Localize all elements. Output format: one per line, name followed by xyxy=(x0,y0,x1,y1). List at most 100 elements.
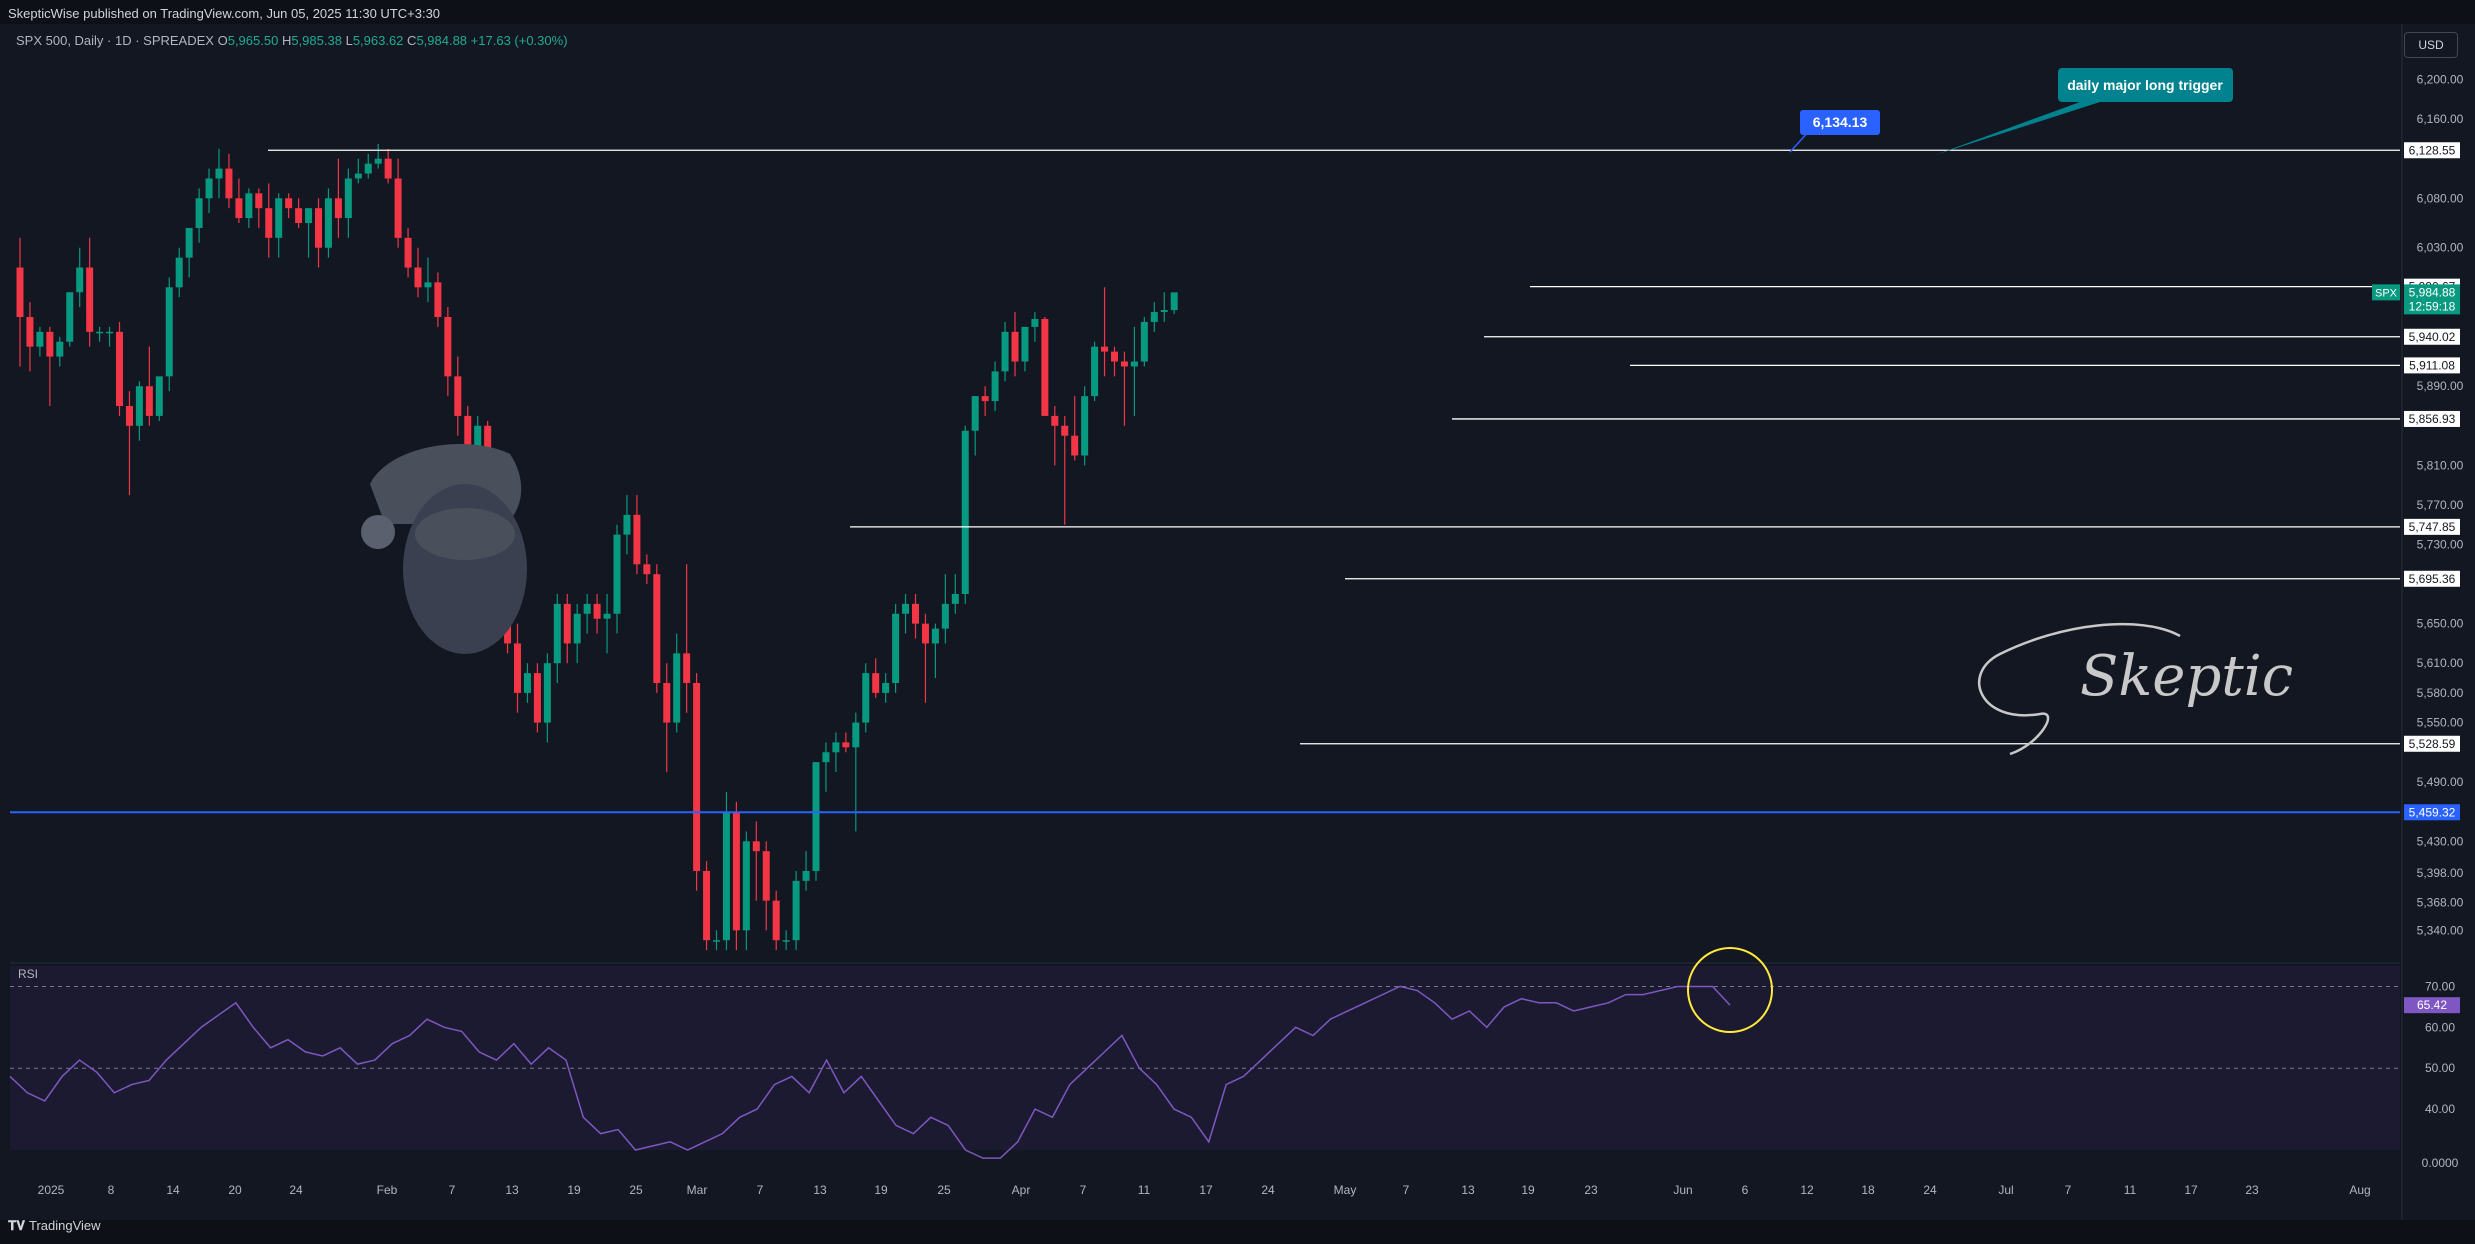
footer-brand[interactable]: 𝐓𝐕 TradingView xyxy=(8,1218,101,1234)
candle-body xyxy=(902,603,910,614)
candle-body xyxy=(16,267,24,317)
candle-body xyxy=(663,683,671,723)
candle-body xyxy=(474,425,482,446)
candle-body xyxy=(593,603,601,619)
x-tick-label: 24 xyxy=(1923,1183,1937,1197)
candle-body xyxy=(1111,351,1118,362)
rsi-current-value: 65.42 xyxy=(2417,998,2447,1012)
footer-brand-label: TradingView xyxy=(29,1218,101,1233)
rsi-title: RSI xyxy=(18,967,38,981)
callout-box[interactable] xyxy=(2058,68,2233,102)
price-tag-annotation-bg[interactable] xyxy=(1800,110,1880,135)
signature: Skeptic xyxy=(2080,644,2293,709)
highlight-circle xyxy=(1687,947,1773,1033)
x-tick-label: 25 xyxy=(629,1183,643,1197)
candle-body xyxy=(643,564,651,575)
x-tick-label: 23 xyxy=(2245,1183,2259,1197)
candle-body xyxy=(563,603,571,644)
candle-body xyxy=(971,396,979,431)
rsi-current-tag-bg xyxy=(2404,997,2460,1014)
candle-body xyxy=(782,940,790,942)
candle-body xyxy=(752,841,760,852)
price-level-tag-bg xyxy=(2404,328,2460,345)
candle-body xyxy=(404,237,412,268)
price-level-tag: 5,528.59 xyxy=(2409,737,2456,751)
candle-body xyxy=(762,851,770,901)
x-tick-label: Jul xyxy=(1998,1183,2013,1197)
candle-body xyxy=(852,722,860,748)
candle-body xyxy=(76,267,84,293)
candle-body xyxy=(812,762,820,871)
candle-body xyxy=(583,603,591,614)
candle-body xyxy=(125,406,133,426)
price-level-tag-bg xyxy=(2404,142,2460,159)
currency-button[interactable]: USD xyxy=(2404,32,2458,58)
candle-body xyxy=(732,811,740,931)
y-tick-label: 6,030.00 xyxy=(2417,241,2464,255)
candle-body xyxy=(921,623,929,644)
y-tick-label: 5,890.00 xyxy=(2417,379,2464,393)
candle-body xyxy=(116,331,123,407)
x-tick-label: 7 xyxy=(757,1183,764,1197)
candle-body xyxy=(1071,435,1079,456)
price-level-tag-bg xyxy=(2404,570,2460,587)
price-chart[interactable]: 6,200.00 6,160.00 6,080.00 6,030.00 5,890.00… xyxy=(0,24,2475,1220)
rsi-tick-label: 50.00 xyxy=(2425,1061,2455,1075)
price-level-tag: 5,911.08 xyxy=(2409,358,2455,372)
y-tick-label: 5,490.00 xyxy=(2417,775,2464,789)
last-price-countdown: 12:59:18 xyxy=(2409,299,2456,313)
candle-body xyxy=(673,653,681,723)
chart-frame[interactable]: 6,200.00 6,160.00 6,080.00 6,030.00 5,890.00… xyxy=(0,24,2475,1220)
x-tick-label: Jun xyxy=(1673,1183,1692,1197)
legend-symbol[interactable]: SPX 500, Daily · 1D · SPREADEX xyxy=(16,33,214,48)
candle-body xyxy=(633,514,641,565)
x-tick-label: 7 xyxy=(1080,1183,1087,1197)
candle-body xyxy=(1160,310,1168,313)
legend-open-label: O xyxy=(217,33,228,48)
candle-body xyxy=(1170,292,1178,311)
candle-body xyxy=(603,613,611,619)
candle-body xyxy=(1021,326,1029,362)
legend-close: 5,984.88 xyxy=(416,33,468,48)
candle-body xyxy=(613,534,621,614)
x-tick-label: 24 xyxy=(289,1183,303,1197)
rsi-tick-label: 70.00 xyxy=(2425,979,2455,993)
y-tick-label: 6,080.00 xyxy=(2417,191,2464,205)
candle-body xyxy=(66,292,74,342)
price-level-tag-bg xyxy=(2404,735,2460,752)
x-tick-label: 13 xyxy=(505,1183,519,1197)
candle-body xyxy=(1140,321,1148,362)
tradingview-logo-icon: 𝐓𝐕 xyxy=(8,1218,25,1233)
candle-body xyxy=(454,376,462,416)
candle-body xyxy=(912,603,919,624)
candle-body xyxy=(26,316,34,347)
candle-body xyxy=(1011,331,1019,362)
candle-body xyxy=(165,287,173,377)
candle-body xyxy=(394,178,402,238)
candle-body xyxy=(225,168,233,199)
candle-body xyxy=(533,673,541,723)
candle-body xyxy=(374,158,382,164)
y-tick-label: 5,550.00 xyxy=(2417,716,2464,730)
candle-body xyxy=(573,613,581,644)
candle-body xyxy=(722,811,730,941)
candle-body xyxy=(155,376,163,416)
price-level-tag: 5,695.36 xyxy=(2409,572,2456,586)
candle-body xyxy=(414,267,422,288)
y-tick-label: 5,810.00 xyxy=(2417,458,2464,472)
candle-body xyxy=(135,386,143,426)
blue-level-tag-bg xyxy=(2404,804,2460,821)
x-tick-label: 2025 xyxy=(38,1183,65,1197)
candle-body xyxy=(175,257,183,288)
x-tick-label: Feb xyxy=(377,1183,398,1197)
price-level-tag: 5,747.85 xyxy=(2409,520,2456,534)
candle-body xyxy=(265,208,273,238)
candle-body xyxy=(315,208,322,248)
price-level-tag-bg xyxy=(2404,357,2460,374)
candle-body xyxy=(1061,425,1069,436)
candle-body xyxy=(792,880,800,941)
y-tick-label: 5,340.00 xyxy=(2417,923,2464,937)
candle-body xyxy=(693,683,701,871)
x-tick-label: Apr xyxy=(1012,1183,1031,1197)
x-tick-label: 12 xyxy=(1800,1183,1814,1197)
